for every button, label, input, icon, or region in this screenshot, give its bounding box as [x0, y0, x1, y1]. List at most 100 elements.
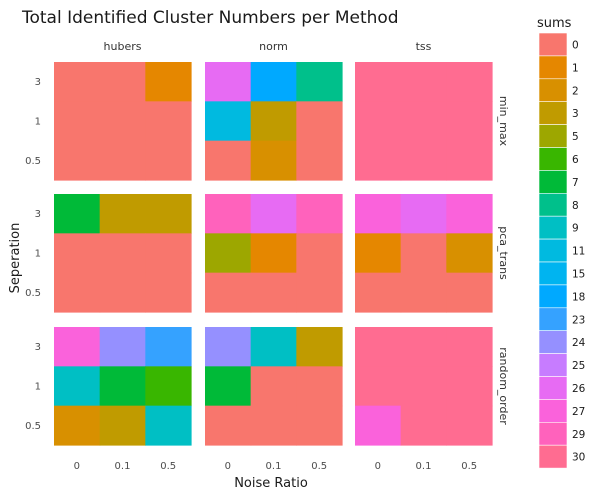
heatmap-cell: [54, 405, 101, 446]
heatmap-cell: [205, 101, 252, 142]
heatmap-cell: [355, 366, 402, 407]
heatmap-cell: [99, 194, 146, 234]
heatmap-cell: [400, 327, 447, 367]
y-tick-label: 0.5: [25, 421, 41, 432]
legend-key: [538, 261, 568, 286]
axis-ticks: 0.5 1 3 0.5 1 3 0.5 1 3 0 0.1 0.5 0 0.1 0.5 0 0.1 0.5: [25, 77, 477, 472]
heatmap-cell: [355, 62, 402, 102]
heatmap-cell: [296, 140, 343, 181]
x-tick-label: 0.5: [311, 461, 327, 472]
x-tick-label: 0.1: [266, 461, 282, 472]
heatmap-cell: [205, 140, 252, 181]
heatmap-cell: [54, 233, 101, 274]
legend-key: [538, 376, 568, 400]
x-tick-label: 0: [375, 461, 381, 472]
y-tick-label: 1: [35, 117, 41, 128]
heatmap-cell: [400, 101, 447, 142]
legend-label: 18: [572, 291, 585, 303]
legend-key: [538, 170, 568, 194]
legend-label: 1: [572, 62, 579, 74]
heatmap-cell: [99, 327, 146, 367]
facet-column-label: norm: [259, 40, 288, 53]
y-tick-label: 3: [35, 77, 41, 88]
legend-label: 3: [572, 108, 579, 120]
panel-pca_trans-tss: [355, 194, 493, 313]
legend-label: 15: [572, 268, 585, 280]
panel-min_max-hubers: [54, 62, 192, 181]
heatmap-cell: [145, 327, 192, 367]
panel-random_order-norm: [205, 327, 343, 446]
legend-key: [538, 353, 568, 377]
heatmap-cell: [205, 327, 252, 367]
heatmap-cell: [446, 194, 493, 234]
heatmap-cell: [250, 366, 297, 407]
heatmap-cell: [99, 272, 146, 313]
legend-key: [538, 101, 568, 125]
facet-column-label: tss: [416, 40, 432, 53]
x-axis-title: Noise Ratio: [234, 476, 308, 491]
legend-key: [538, 421, 568, 446]
heatmap-cell: [355, 405, 402, 446]
heatmap-cell: [250, 272, 297, 313]
heatmap-cell: [400, 272, 447, 313]
heatmap-cell: [355, 233, 402, 274]
legend-title: sums: [537, 16, 572, 31]
heatmap-cell: [355, 327, 402, 367]
heatmap-cell: [54, 140, 101, 181]
heatmap-cell: [446, 140, 493, 181]
legend-key: [538, 55, 568, 80]
legend-key: [538, 124, 568, 148]
panel-min_max-tss: [355, 62, 493, 181]
heatmap-cell: [205, 194, 252, 234]
legend-key: [538, 284, 568, 309]
heatmap-cell: [400, 140, 447, 181]
heatmap-cell: [145, 101, 192, 142]
legend-key: [538, 78, 568, 103]
legend-label: 0: [572, 39, 579, 51]
panel-random_order-hubers: [54, 327, 192, 446]
legend-key: [538, 215, 568, 240]
heatmap-cell: [145, 366, 192, 407]
heatmap-cell: [99, 101, 146, 142]
heatmap-cell: [145, 140, 192, 181]
heatmap-cell: [205, 233, 252, 274]
heatmap-cell: [400, 194, 447, 234]
legend-label: 9: [572, 223, 579, 235]
legend-label: 25: [572, 360, 585, 372]
heatmap-cell: [99, 233, 146, 274]
legend-label: 27: [572, 406, 585, 418]
heatmap-cell: [99, 62, 146, 102]
x-tick-label: 0.1: [115, 461, 131, 472]
heatmap-cell: [250, 62, 297, 102]
heatmap-cell: [296, 233, 343, 274]
x-tick-label: 0: [225, 461, 231, 472]
heatmap-cell: [250, 233, 297, 274]
facet-column-label: hubers: [104, 40, 142, 53]
heatmap-cell: [296, 366, 343, 407]
legend-key: [538, 238, 568, 263]
legend-key: [538, 147, 568, 171]
y-tick-label: 1: [35, 382, 41, 393]
panel-min_max-norm: [205, 62, 343, 181]
facet-row-label: pca_trans: [497, 226, 510, 280]
heatmap-cell: [250, 140, 297, 181]
legend-label: 29: [572, 429, 585, 441]
y-tick-label: 0.5: [25, 288, 41, 299]
heatmap-cell: [296, 405, 343, 446]
heatmap-cell: [250, 327, 297, 367]
heatmap-cell: [54, 327, 101, 367]
heatmap-cell: [54, 366, 101, 407]
y-axis-title: Seperation: [8, 223, 23, 294]
x-tick-label: 0: [74, 461, 80, 472]
heatmap-cell: [446, 327, 493, 367]
heatmap-cell: [296, 62, 343, 102]
legend-key: [538, 32, 568, 57]
heatmap-cell: [355, 140, 402, 181]
panel-pca_trans-norm: [205, 194, 343, 313]
facet-panels: [54, 62, 493, 446]
legend-key: [538, 399, 568, 423]
heatmap-cell: [54, 101, 101, 142]
heatmap-cell: [145, 233, 192, 274]
legend-label: 24: [572, 337, 586, 349]
legend-key: [538, 330, 568, 354]
